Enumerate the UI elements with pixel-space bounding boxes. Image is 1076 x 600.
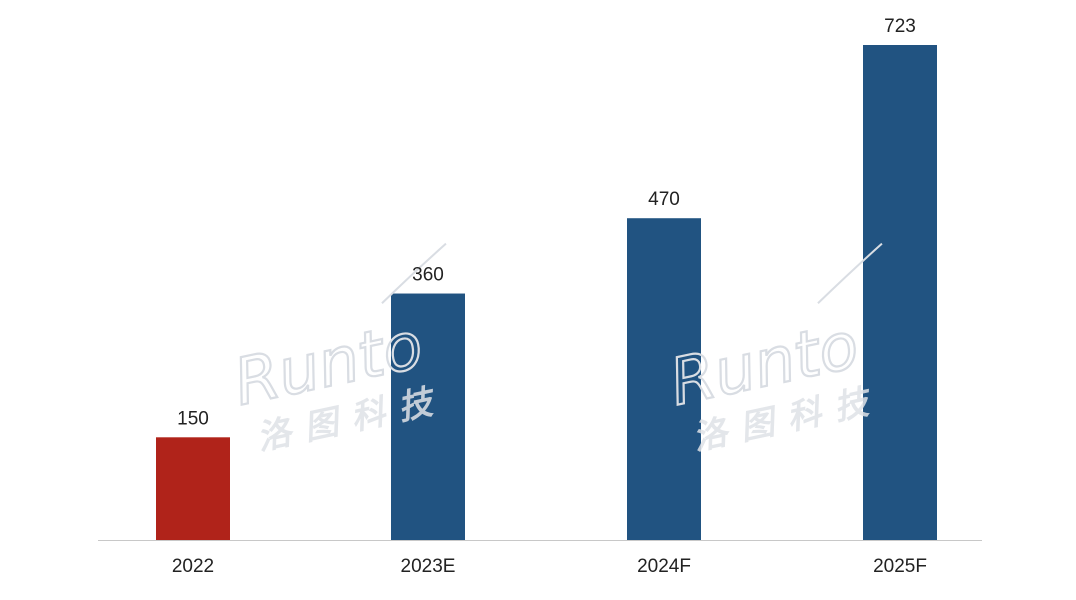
- labels-layer: 150 2022 360 2023E 470 2024F 723 2025F: [172, 16, 927, 577]
- watermark-swoosh-icon: [381, 242, 447, 304]
- bar-2024f: [627, 218, 701, 541]
- value-label-2025f: 723: [884, 16, 916, 37]
- value-label-2023e: 360: [412, 265, 444, 286]
- bar-2022: [156, 437, 230, 540]
- category-label-2022: 2022: [172, 556, 214, 577]
- bars-layer: [156, 45, 937, 541]
- category-label-2025f: 2025F: [873, 556, 927, 577]
- value-label-2024f: 470: [648, 189, 680, 210]
- category-label-2023e: 2023E: [401, 556, 456, 577]
- bar-2025f: [863, 45, 937, 540]
- watermark-swoosh-icon: [817, 242, 883, 304]
- category-label-2024f: 2024F: [637, 556, 691, 577]
- value-label-2022: 150: [177, 408, 209, 429]
- bar-2023e: [391, 293, 465, 540]
